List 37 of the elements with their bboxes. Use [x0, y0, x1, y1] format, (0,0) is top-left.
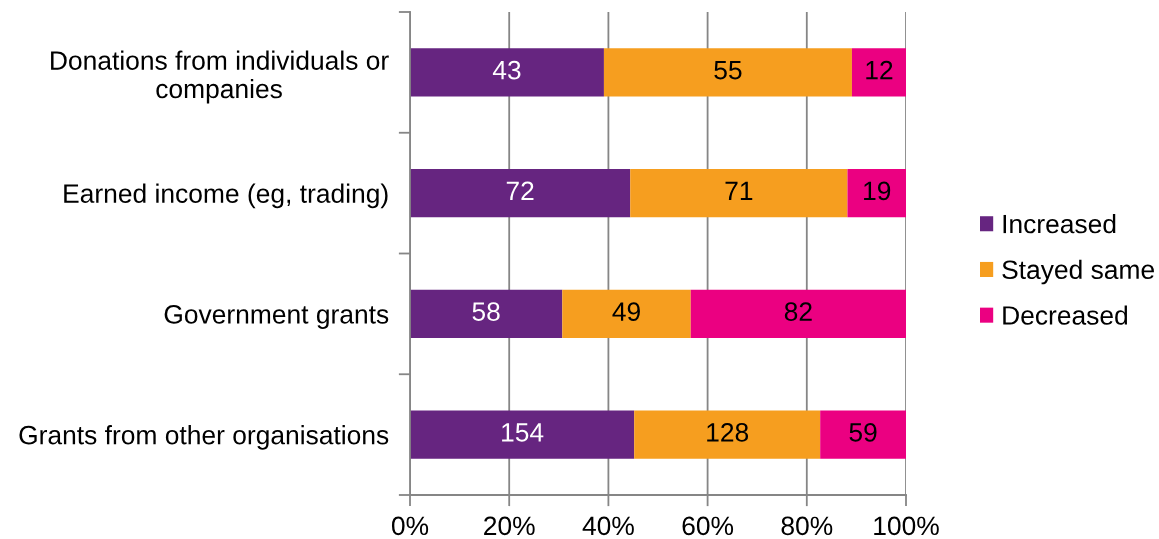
- annotation: 49: [612, 302, 640, 321]
- bar: [410, 48, 604, 97]
- annotation: 43: [492, 60, 521, 80]
- bar: [603, 48, 852, 97]
- x-tick-label: 80%: [781, 516, 833, 536]
- annotation: 19: [864, 181, 891, 201]
- annotation: 82: [784, 302, 812, 321]
- bar: [690, 289, 906, 339]
- y-tick-label: Donations from individuals or companies: [51, 50, 389, 104]
- annotation: 59: [849, 423, 877, 442]
- annotation: 128: [707, 423, 749, 442]
- legend-label: Increased: [1003, 213, 1116, 234]
- bar: [410, 168, 631, 218]
- bar: [562, 289, 691, 339]
- bar: [847, 168, 906, 218]
- y-tick-label: Government grants: [164, 305, 389, 329]
- x-tick-label: 100%: [874, 516, 939, 536]
- bar: [410, 410, 635, 459]
- bar: [410, 289, 563, 339]
- annotation: 154: [502, 423, 544, 442]
- bar: [630, 168, 848, 218]
- annotation: 72: [506, 181, 534, 200]
- x-tick-label: 0%: [391, 516, 429, 536]
- bar: [851, 48, 906, 97]
- legend-label: Decreased: [1003, 305, 1128, 325]
- bar: [820, 410, 906, 459]
- x-tick-label: 60%: [682, 516, 734, 536]
- x-tick-label: 40%: [582, 516, 634, 536]
- annotation: 12: [866, 60, 893, 80]
- annotation: 71: [725, 181, 753, 200]
- y-tick-label: Grants from other organisations: [19, 425, 389, 450]
- bar: [634, 410, 821, 459]
- y-tick-label: Earned income (eg, trading): [64, 183, 388, 209]
- legend-label: Stayed same: [1002, 259, 1154, 285]
- x-tick-label: 20%: [484, 516, 535, 536]
- annotation: 58: [472, 302, 500, 321]
- annotation: 55: [714, 61, 742, 80]
